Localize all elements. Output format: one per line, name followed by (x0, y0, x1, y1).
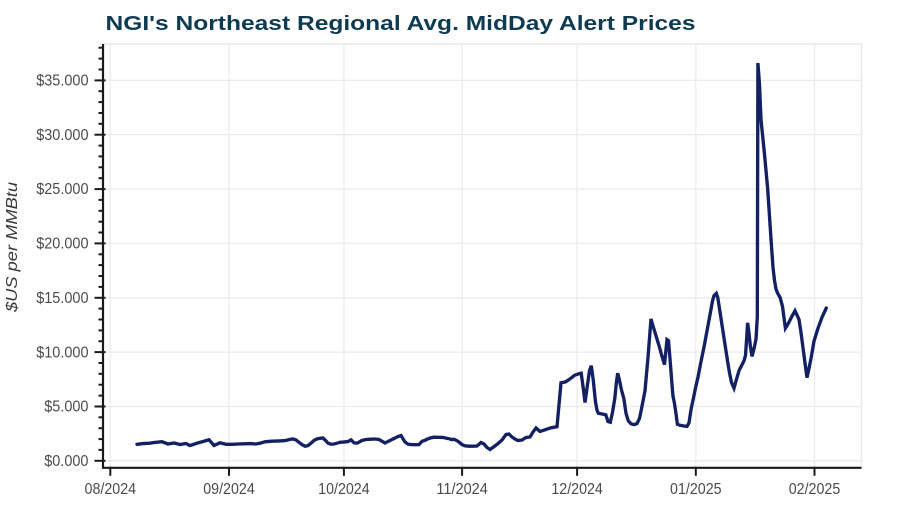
svg-text:NGI's Northeast Regional Avg.: NGI's Northeast Regional Avg. MidDay Ale… (106, 13, 696, 35)
svg-text:$35.000: $35.000 (36, 73, 89, 90)
svg-text:12/2024: 12/2024 (551, 481, 603, 498)
svg-text:$10.000: $10.000 (36, 344, 89, 361)
svg-text:$US per MMBtu: $US per MMBtu (4, 182, 21, 313)
svg-text:08/2024: 08/2024 (85, 481, 137, 498)
svg-text:$30.000: $30.000 (36, 127, 89, 144)
svg-text:$0.000: $0.000 (44, 453, 89, 470)
svg-text:$20.000: $20.000 (36, 236, 89, 253)
svg-text:$5.000: $5.000 (44, 399, 89, 416)
svg-text:$25.000: $25.000 (36, 181, 89, 198)
svg-text:10/2024: 10/2024 (318, 481, 370, 498)
svg-text:02/2025: 02/2025 (789, 481, 841, 498)
svg-text:01/2025: 01/2025 (670, 481, 722, 498)
svg-text:$15.000: $15.000 (36, 290, 89, 307)
svg-text:11/2024: 11/2024 (436, 481, 488, 498)
svg-text:09/2024: 09/2024 (203, 481, 255, 498)
